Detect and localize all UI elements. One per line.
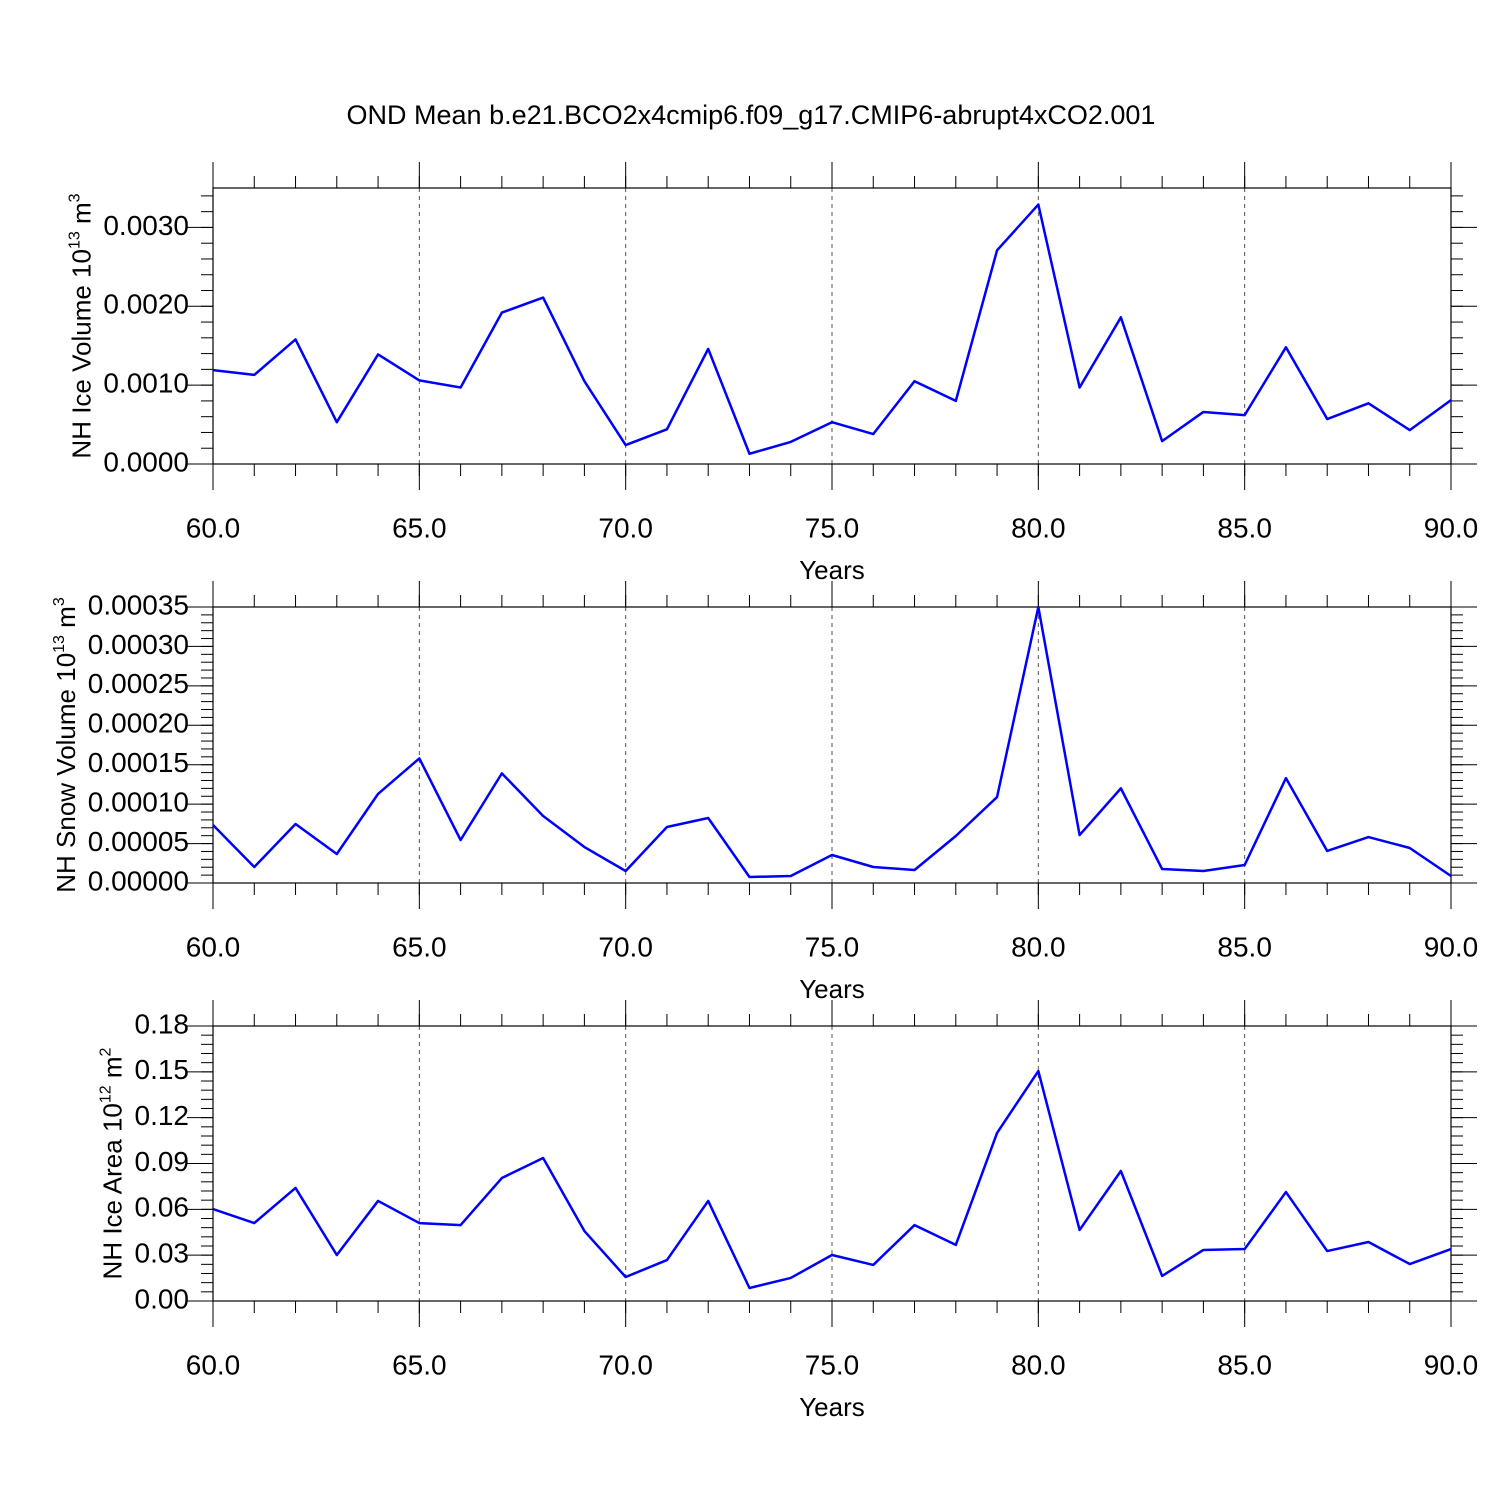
x-tick-label: 75.0 — [805, 1349, 860, 1380]
x-tick-label: 75.0 — [805, 512, 860, 543]
x-tick-label: 60.0 — [186, 931, 241, 962]
y-axis-label: NH Ice Area 1012 m2 — [97, 1047, 127, 1279]
y-tick-label: 0.00025 — [88, 668, 189, 699]
x-tick-label: 90.0 — [1424, 1349, 1479, 1380]
x-tick-label: 70.0 — [598, 1349, 653, 1380]
x-tick-label: 85.0 — [1217, 1349, 1272, 1380]
y-tick-label: 0.00 — [135, 1283, 190, 1314]
y-tick-label: 0.09 — [135, 1146, 190, 1177]
data-line — [212, 605, 1452, 879]
y-axis-label-exponent: 2 — [97, 1047, 114, 1056]
y-tick-label: 0.00015 — [88, 747, 189, 778]
y-axis-label: NH Ice Volume 1013 m3 — [66, 193, 96, 458]
y-tick-label: 0.0020 — [103, 289, 189, 320]
x-tick-label: 70.0 — [598, 512, 653, 543]
x-tick-label: 65.0 — [392, 931, 447, 962]
y-axis-label-text: m — [97, 1056, 127, 1085]
x-tick-label: 70.0 — [598, 931, 653, 962]
y-axis-label-text: m — [66, 202, 96, 231]
x-axis-label: Years — [799, 974, 865, 1004]
x-axis-label: Years — [799, 1392, 865, 1422]
panel: 60.0 65.0 70.0 75.0 80.0 85.0 90.0 0.00 0.03 0.06… — [97, 1000, 1478, 1422]
y-axis-label: NH Snow Volume 1013 m3 — [51, 597, 81, 893]
x-tick-label: 80.0 — [1011, 512, 1066, 543]
data-line — [212, 203, 1452, 455]
x-tick-label: 85.0 — [1217, 931, 1272, 962]
y-tick-label: 0.00010 — [88, 787, 189, 818]
x-tick-label: 65.0 — [392, 512, 447, 543]
x-axis-label: Years — [799, 555, 865, 585]
x-tick-label: 65.0 — [392, 1349, 447, 1380]
plot-frame — [212, 606, 1452, 884]
panel: 60.0 65.0 70.0 75.0 80.0 85.0 90.0 0.0000 0.0010… — [66, 162, 1478, 585]
y-tick-label: 0.00005 — [88, 826, 189, 857]
x-tick-label: 90.0 — [1424, 931, 1479, 962]
y-tick-label: 0.12 — [135, 1100, 190, 1131]
y-tick-label: 0.00035 — [88, 589, 189, 620]
y-axis-label-text: NH Ice Area 10 — [97, 1103, 127, 1279]
plot-frame — [212, 1025, 1452, 1302]
x-tick-label: 90.0 — [1424, 512, 1479, 543]
x-tick-label: 60.0 — [186, 1349, 241, 1380]
y-tick-label: 0.03 — [135, 1238, 190, 1269]
x-tick-label: 75.0 — [805, 931, 860, 962]
y-axis-label-text: NH Snow Volume 10 — [51, 653, 81, 893]
y-tick-label: 0.00020 — [88, 708, 189, 739]
data-line — [212, 1069, 1452, 1290]
figure-title: OND Mean b.e21.BCO2x4cmip6.f09_g17.CMIP6… — [347, 100, 1156, 130]
x-tick-label: 60.0 — [186, 512, 241, 543]
y-tick-label: 0.0010 — [103, 368, 189, 399]
y-tick-label: 0.15 — [135, 1054, 190, 1085]
x-tick-label: 80.0 — [1011, 1349, 1066, 1380]
y-axis-label-exponent: 3 — [66, 193, 83, 202]
plot-frame — [212, 187, 1452, 465]
y-axis-label-exponent: 3 — [51, 597, 68, 606]
y-tick-label: 0.0000 — [103, 446, 189, 477]
y-axis-label-exponent: 13 — [51, 635, 68, 653]
y-axis-label-text: m — [51, 606, 81, 635]
y-tick-label: 0.18 — [135, 1008, 190, 1039]
y-axis-label-exponent: 12 — [97, 1085, 114, 1103]
y-axis-label-text: NH Ice Volume 10 — [66, 249, 96, 459]
panel: 60.0 65.0 70.0 75.0 80.0 85.0 90.0 0.00000 0.000… — [51, 581, 1479, 1004]
y-tick-label: 0.00030 — [88, 629, 189, 660]
y-tick-label: 0.06 — [135, 1192, 190, 1223]
x-tick-label: 85.0 — [1217, 512, 1272, 543]
y-axis-label-exponent: 13 — [66, 231, 83, 249]
y-tick-label: 0.0030 — [103, 210, 189, 241]
x-tick-label: 80.0 — [1011, 931, 1066, 962]
y-tick-label: 0.00000 — [88, 865, 189, 896]
